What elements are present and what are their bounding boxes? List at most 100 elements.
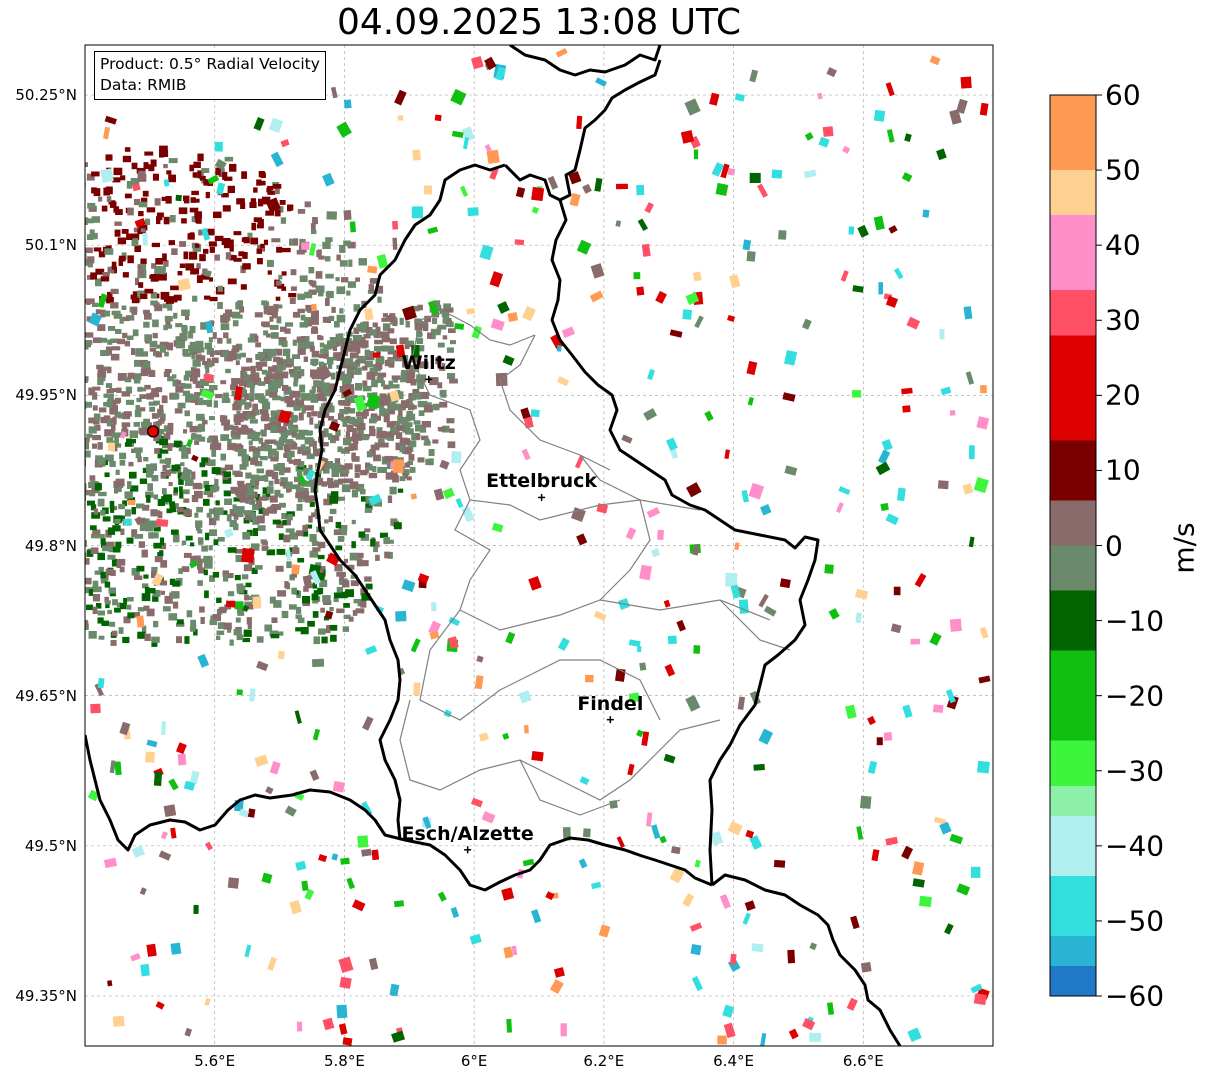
- echo-pixel: [922, 209, 930, 218]
- echo-pixel: [183, 195, 190, 202]
- echo-pixel: [365, 327, 373, 334]
- echo-pixel: [68, 491, 73, 499]
- echo-pixel: [92, 386, 101, 391]
- echo-pixel: [576, 239, 592, 255]
- echo-pixel: [375, 541, 380, 548]
- echo-pixel: [186, 421, 193, 428]
- echo-pixel: [172, 379, 179, 387]
- echo-pixel: [336, 608, 345, 614]
- echo-pixel: [211, 449, 217, 457]
- echo-pixel: [9, 417, 17, 421]
- echo-pixel: [115, 541, 122, 548]
- echo-pixel: [37, 319, 41, 326]
- echo-pixel: [264, 356, 272, 361]
- echo-pixel: [479, 244, 494, 261]
- echo-pixel: [191, 433, 197, 438]
- echo-pixel: [163, 371, 170, 378]
- echo-pixel: [450, 906, 460, 918]
- echo-pixel: [310, 310, 319, 318]
- echo-pixel: [693, 644, 701, 654]
- echo-pixel: [51, 620, 59, 625]
- echo-pixel: [145, 218, 151, 225]
- echo-pixel: [200, 175, 206, 181]
- echo-pixel: [175, 336, 181, 341]
- echo-pixel: [155, 351, 162, 358]
- echo-pixel: [247, 430, 256, 437]
- echo-pixel: [71, 554, 77, 559]
- echo-pixel: [220, 415, 225, 422]
- echo-pixel: [86, 604, 93, 611]
- echo-pixel: [78, 475, 84, 480]
- echo-pixel: [233, 523, 239, 531]
- echo-pixel: [410, 493, 418, 500]
- echo-pixel: [153, 620, 159, 628]
- echo-pixel: [92, 586, 98, 592]
- echo-pixel: [156, 421, 162, 426]
- echo-pixel: [209, 296, 218, 302]
- echo-pixel: [18, 594, 26, 600]
- echo-pixel: [322, 172, 335, 187]
- echo-pixel: [326, 391, 333, 397]
- echo-pixel: [13, 466, 20, 470]
- echo-pixel: [448, 636, 459, 649]
- colorbar-tick-label: 30: [1105, 303, 1141, 337]
- echo-pixel: [319, 442, 329, 447]
- echo-pixel: [268, 226, 275, 231]
- echo-pixel: [269, 761, 281, 775]
- echo-pixel: [95, 268, 105, 275]
- echo-pixel: [85, 377, 88, 383]
- echo-pixel: [867, 760, 878, 774]
- echo-pixel: [373, 547, 378, 553]
- echo-pixel: [50, 423, 54, 428]
- echo-pixel: [282, 348, 291, 354]
- echo-pixel: [325, 237, 333, 242]
- echo-pixel: [484, 144, 492, 153]
- echo-pixel: [351, 434, 358, 441]
- echo-pixel: [143, 361, 151, 368]
- echo-pixel: [692, 544, 700, 556]
- echo-pixel: [313, 636, 320, 645]
- echo-pixel: [387, 551, 393, 559]
- echo-pixel: [389, 403, 398, 410]
- echo-pixel: [0, 232, 1, 239]
- echo-pixel: [749, 835, 763, 850]
- echo-pixel: [217, 337, 223, 344]
- echo-pixel: [164, 315, 173, 322]
- echo-pixel: [207, 228, 215, 236]
- echo-pixel: [185, 370, 193, 378]
- echo-pixel: [402, 360, 409, 368]
- echo-pixel: [484, 56, 497, 71]
- echo-pixel: [7, 559, 15, 567]
- echo-pixel: [682, 893, 695, 908]
- echo-pixel: [302, 525, 308, 532]
- echo-pixel: [389, 313, 396, 319]
- echo-pixel: [277, 650, 285, 660]
- echo-pixel: [266, 486, 274, 494]
- echo-pixel: [265, 492, 271, 497]
- echo-pixel: [253, 187, 258, 193]
- echo-pixel: [126, 315, 135, 321]
- echo-pixel: [356, 417, 364, 423]
- echo-pixel: [888, 225, 898, 234]
- echo-pixel: [263, 352, 269, 359]
- echo-pixel: [312, 728, 321, 741]
- echo-pixel: [427, 332, 433, 339]
- echo-pixel: [304, 201, 311, 208]
- echo-pixel: [729, 953, 737, 965]
- echo-pixel: [373, 454, 381, 462]
- echo-pixel: [140, 258, 147, 265]
- echo-pixel: [346, 424, 354, 433]
- echo-pixel: [290, 442, 298, 450]
- colorbar-unit-label: m/s: [1167, 522, 1201, 574]
- echo-pixel: [240, 352, 246, 358]
- echo-pixel: [641, 731, 650, 747]
- echo-pixel: [248, 393, 255, 399]
- echo-pixel: [120, 528, 125, 535]
- echo-pixel: [275, 280, 282, 286]
- echo-pixel: [402, 305, 417, 321]
- echo-pixel: [157, 453, 162, 459]
- echo-pixel: [351, 489, 359, 498]
- echo-pixel: [297, 401, 304, 406]
- echo-pixel: [105, 186, 113, 195]
- echo-pixel: [184, 315, 190, 321]
